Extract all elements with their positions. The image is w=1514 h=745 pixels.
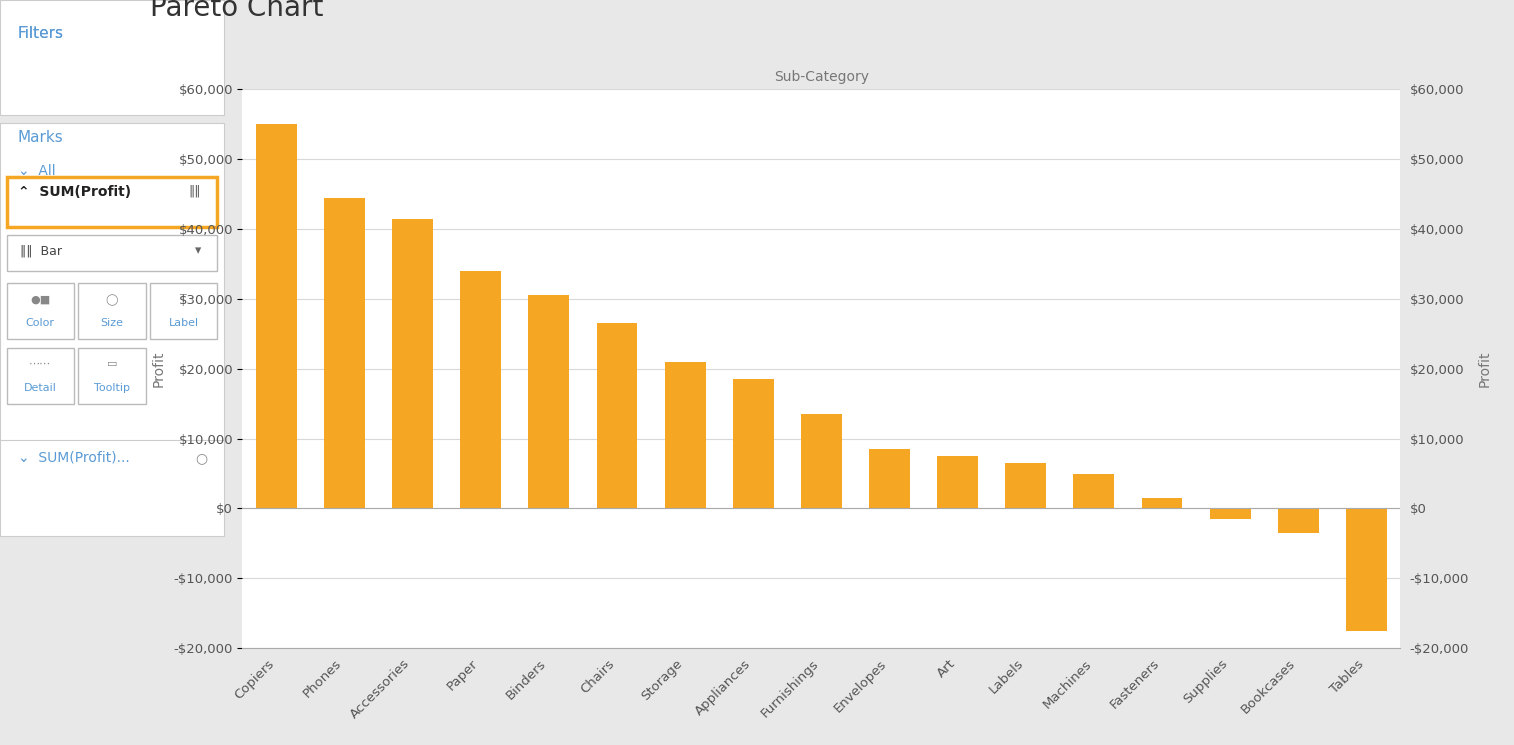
Text: ◯: ◯ <box>106 294 118 305</box>
Text: ‖‖: ‖‖ <box>188 185 201 197</box>
Text: Pareto Chart: Pareto Chart <box>150 0 322 22</box>
FancyBboxPatch shape <box>150 283 218 339</box>
Bar <box>1210 508 1251 519</box>
FancyBboxPatch shape <box>6 348 74 404</box>
Bar <box>392 218 433 508</box>
X-axis label: Sub-Category: Sub-Category <box>774 70 869 84</box>
Bar <box>1346 508 1387 631</box>
Bar <box>1073 474 1114 508</box>
Y-axis label: Profit: Profit <box>151 351 165 387</box>
Text: ⌄  All: ⌄ All <box>18 164 56 178</box>
Bar <box>528 296 569 508</box>
FancyBboxPatch shape <box>79 348 145 404</box>
Text: Color: Color <box>26 318 55 328</box>
Bar <box>324 197 365 508</box>
Text: Tooltip: Tooltip <box>94 383 130 393</box>
Text: ●■: ●■ <box>30 294 50 304</box>
Bar <box>733 379 774 508</box>
Y-axis label: Profit: Profit <box>1478 351 1491 387</box>
Bar <box>0 123 224 536</box>
Text: ‖‖  Bar: ‖‖ Bar <box>20 244 62 257</box>
Text: Label: Label <box>168 318 198 328</box>
Text: T: T <box>180 294 188 304</box>
Bar <box>1142 498 1182 508</box>
Text: ⌄  SUM(Profit)...: ⌄ SUM(Profit)... <box>18 451 130 465</box>
Text: Filters: Filters <box>18 26 64 41</box>
Bar <box>1005 463 1046 508</box>
Bar <box>1278 508 1319 533</box>
Text: ▾: ▾ <box>195 244 201 257</box>
Text: ⋯⋯: ⋯⋯ <box>29 359 51 369</box>
Bar <box>597 323 637 508</box>
Text: ⌃  SUM(Profit): ⌃ SUM(Profit) <box>18 185 132 199</box>
FancyBboxPatch shape <box>6 283 74 339</box>
Text: ○: ○ <box>195 451 207 465</box>
Text: ▭: ▭ <box>107 359 117 369</box>
Bar <box>869 449 910 508</box>
Bar <box>665 362 706 508</box>
Bar <box>801 414 842 508</box>
Bar <box>0 0 224 115</box>
Text: Marks: Marks <box>18 130 64 145</box>
Bar <box>256 124 297 508</box>
FancyBboxPatch shape <box>6 177 218 227</box>
Bar <box>460 271 501 508</box>
Text: Filters: Filters <box>18 26 64 41</box>
Text: Size: Size <box>100 318 124 328</box>
Bar <box>937 456 978 508</box>
FancyBboxPatch shape <box>79 283 145 339</box>
Text: Detail: Detail <box>24 383 56 393</box>
FancyBboxPatch shape <box>6 235 218 271</box>
